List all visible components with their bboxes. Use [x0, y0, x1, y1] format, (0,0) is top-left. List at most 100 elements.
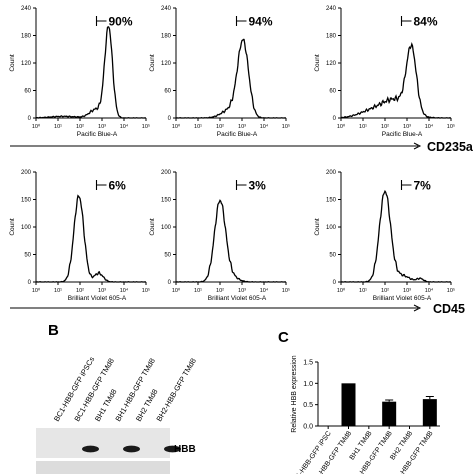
x-tick-label: 10²	[381, 124, 389, 130]
y-tick-label: 100	[161, 225, 172, 231]
y-tick-label: 120	[21, 61, 32, 67]
gate-bracket	[400, 16, 412, 26]
cd235a-arrow-head	[413, 142, 422, 150]
x-tick-label: 10⁰	[32, 287, 41, 294]
x-tick-label: 10⁵	[282, 287, 290, 294]
x-tick-label: 10⁴	[120, 123, 129, 130]
x-tick-label: 10⁰	[172, 123, 181, 130]
c-y-axis-label: Relative HBB expression	[291, 355, 298, 433]
y-tick-label: 50	[164, 253, 171, 259]
y-tick-label: 100	[21, 225, 32, 231]
x-axis-label: Pacific Blue-A	[382, 131, 423, 138]
x-tick-label: 10⁴	[260, 123, 269, 130]
y-tick-label: 0	[333, 116, 337, 122]
gate-percent: 3%	[249, 179, 267, 193]
y-axis-label: Count	[314, 218, 321, 236]
y-tick-label: 120	[161, 61, 172, 67]
y-axis-label: Count	[9, 218, 16, 236]
gel-strip	[36, 428, 170, 458]
gate-bracket	[95, 180, 107, 190]
x-tick-label: 10¹	[359, 124, 367, 130]
x-tick-label: 10⁵	[447, 123, 455, 130]
cd45-arrow-head	[413, 304, 422, 312]
y-tick-label: 180	[21, 34, 32, 40]
x-tick-label: 10⁵	[142, 123, 150, 130]
y-tick-label: 100	[326, 225, 337, 231]
y-tick-label: 0	[168, 280, 172, 286]
c-error-bar	[425, 396, 434, 400]
c-y-tick-label: 0.5	[303, 402, 313, 409]
x-tick-label: 10⁰	[172, 287, 181, 294]
gel-lane-label: BH2-HBB-GFP TMd8	[154, 357, 198, 423]
x-tick-label: 10²	[76, 124, 84, 130]
x-tick-label: 10³	[403, 288, 411, 294]
histogram-panel: 0 60 120 180 240 10⁰ 10¹ 10² 10³ 10⁴ 10⁵ Pacific Bl…	[314, 6, 455, 138]
gel-band	[82, 445, 99, 453]
x-axis-label: Brilliant Violet 605-A	[373, 295, 432, 302]
x-tick-label: 10⁵	[447, 287, 455, 294]
gate-percent: 84%	[414, 15, 438, 29]
y-tick-label: 0	[168, 116, 172, 122]
x-axis-label: Brilliant Violet 605-A	[68, 295, 127, 302]
gate-percent: 90%	[109, 15, 133, 29]
x-tick-label: 10⁴	[425, 123, 434, 130]
gate-bracket	[235, 16, 247, 26]
histogram-panel: 0 50 100 150 200 10⁰ 10¹ 10² 10³ 10⁴ 10⁵ Brilliant …	[314, 170, 455, 302]
x-axis-label: Pacific Blue-A	[217, 131, 258, 138]
x-tick-label: 10¹	[359, 288, 367, 294]
x-tick-label: 10²	[216, 288, 224, 294]
y-axis-label: Count	[149, 54, 156, 72]
histogram-trace	[340, 189, 452, 283]
x-tick-label: 10³	[403, 124, 411, 130]
c-bar	[341, 383, 356, 426]
x-tick-label: 10¹	[54, 124, 62, 130]
x-tick-label: 10⁴	[120, 287, 129, 294]
x-tick-label: 10⁰	[337, 123, 346, 130]
x-tick-label: 10³	[98, 288, 106, 294]
x-tick-label: 10¹	[194, 124, 202, 130]
y-tick-label: 200	[21, 170, 32, 176]
gate-bracket	[235, 180, 247, 190]
x-tick-label: 10³	[98, 124, 106, 130]
histogram-trace	[175, 199, 287, 283]
x-tick-label: 10¹	[194, 288, 202, 294]
y-tick-label: 60	[329, 89, 336, 95]
histogram-panel: 0 60 120 180 240 10⁰ 10¹ 10² 10³ 10⁴ 10⁵ Pacific Bl…	[149, 6, 290, 138]
histogram-panel: 0 60 120 180 240 10⁰ 10¹ 10² 10³ 10⁴ 10⁵ Pacific Bl…	[9, 6, 150, 138]
histogram-trace	[340, 42, 452, 119]
c-y-tick-label: 0.0	[303, 424, 313, 431]
y-tick-label: 240	[21, 6, 32, 12]
histogram-trace	[35, 26, 147, 119]
c-y-tick-label: 1.0	[303, 381, 313, 388]
x-axis-label: Pacific Blue-A	[77, 131, 118, 138]
y-axis-label: Count	[314, 54, 321, 72]
y-axis-label: Count	[149, 218, 156, 236]
gel-band	[123, 445, 140, 453]
y-tick-label: 180	[161, 34, 172, 40]
c-bar	[422, 399, 437, 426]
y-tick-label: 150	[161, 198, 172, 204]
gel-band	[164, 445, 181, 453]
gel-band-label: HBB	[174, 444, 196, 455]
gate-percent: 7%	[414, 179, 432, 193]
x-tick-label: 10³	[238, 288, 246, 294]
y-tick-label: 0	[28, 116, 32, 122]
y-tick-label: 150	[21, 198, 32, 204]
gate-bracket	[95, 16, 107, 26]
x-tick-label: 10⁰	[337, 287, 346, 294]
y-axis-label: Count	[9, 54, 16, 72]
y-tick-label: 200	[161, 170, 172, 176]
y-tick-label: 60	[164, 89, 171, 95]
y-tick-label: 60	[24, 89, 31, 95]
x-tick-label: 10⁴	[425, 287, 434, 294]
x-tick-label: 10⁰	[32, 123, 41, 130]
y-tick-label: 200	[326, 170, 337, 176]
flow-cytometry-panels: 0 60 120 180 240 10⁰ 10¹ 10² 10³ 10⁴ 10⁵ Pacific Bl…	[9, 6, 455, 302]
x-tick-label: 10¹	[54, 288, 62, 294]
marker-label-cd45: CD45	[433, 302, 465, 316]
histogram-panel: 0 50 100 150 200 10⁰ 10¹ 10² 10³ 10⁴ 10⁵ Brilliant …	[149, 170, 290, 302]
x-tick-label: 10⁴	[260, 287, 269, 294]
y-tick-label: 150	[326, 198, 337, 204]
